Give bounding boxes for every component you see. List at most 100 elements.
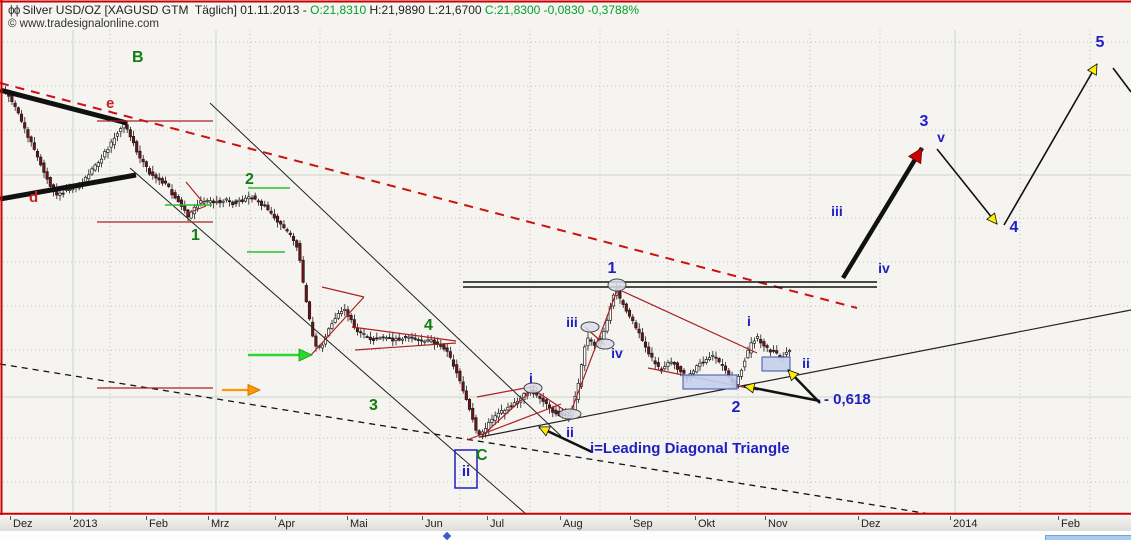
rising-support-line[interactable] <box>479 309 1131 438</box>
axis-label: Jul <box>490 518 505 530</box>
axis-label: 2014 <box>953 518 978 530</box>
toolbar-mini-icon[interactable] <box>442 531 452 540</box>
axis-label: 2013 <box>73 518 98 530</box>
axis-tick <box>950 516 951 520</box>
axis-label: Feb <box>149 518 168 530</box>
wave-label[interactable]: i <box>747 313 751 329</box>
pivot-ellipse-marker[interactable] <box>595 338 615 350</box>
axis-tick <box>146 516 147 520</box>
axis-label: Jun <box>425 518 443 530</box>
pivot-ellipse-marker[interactable] <box>558 408 582 420</box>
wave-label[interactable]: ii <box>566 424 574 440</box>
axis-tick <box>487 516 488 520</box>
wave-label[interactable]: iii <box>831 203 843 219</box>
bottom-strip <box>0 531 1131 540</box>
wave-label[interactable]: ii <box>802 355 810 371</box>
wave-label[interactable]: 3 <box>920 113 929 130</box>
axis-tick <box>70 516 71 520</box>
wave-label[interactable]: 3 <box>369 397 378 414</box>
wave-label[interactable]: 1 <box>191 227 200 244</box>
axis-label: Nov <box>768 518 788 530</box>
wave-label[interactable]: - 0,618 <box>824 391 871 408</box>
annotation-arrow[interactable] <box>743 384 821 403</box>
wave-label[interactable]: d <box>29 189 38 206</box>
arrowhead <box>787 369 800 382</box>
annotation-arrow[interactable] <box>1003 63 1098 226</box>
red-annotation-line[interactable] <box>354 342 457 351</box>
axis-label: Feb <box>1061 518 1080 530</box>
arrowhead <box>907 147 923 165</box>
arrowhead <box>298 348 313 362</box>
axis-label: Dez <box>13 518 33 530</box>
dashed-support-line[interactable] <box>0 363 931 515</box>
wave-label[interactable]: i=Leading Diagonal Triangle <box>590 440 790 457</box>
gridlines <box>3 30 1131 513</box>
wave-label[interactable]: iii <box>566 314 578 330</box>
axis-tick <box>208 516 209 520</box>
axis-label: Mrz <box>211 518 230 530</box>
arrowhead <box>1086 63 1098 76</box>
axis-tick <box>422 516 423 520</box>
support-zone-box[interactable] <box>761 356 791 372</box>
horizontal-scrollbar[interactable] <box>1045 535 1131 540</box>
red-annotation-line[interactable] <box>185 181 207 207</box>
axis-tick <box>765 516 766 520</box>
wave-label[interactable]: iv <box>878 260 890 276</box>
date-axis[interactable]: Dez 2013 Feb Mrz Apr Mai Jun Jul Aug Sep Okt Nov Dez… <box>0 515 1131 532</box>
axis-label: Okt <box>698 518 716 530</box>
arrowhead <box>247 383 261 397</box>
axis-label: Aug <box>563 518 583 530</box>
pivot-ellipse-marker[interactable] <box>607 278 627 292</box>
axis-tick <box>630 516 631 520</box>
plot-background <box>0 0 1131 515</box>
wave-label[interactable]: B <box>132 49 144 66</box>
wave-label[interactable]: ii <box>462 463 470 480</box>
down-channel-line[interactable] <box>129 167 527 515</box>
axis-label: Apr <box>278 518 296 530</box>
wave-label[interactable]: iv <box>611 345 623 361</box>
wave-label[interactable]: e <box>106 95 114 112</box>
arrowhead <box>986 212 998 225</box>
wave-label[interactable]: C <box>476 447 488 464</box>
red-annotation-line[interactable] <box>466 403 562 441</box>
axis-tick <box>560 516 561 520</box>
wave-label[interactable]: i <box>529 370 533 386</box>
wave-label[interactable]: 2 <box>732 399 741 416</box>
wave-ii-frame[interactable] <box>454 449 478 489</box>
wave-label[interactable]: 4 <box>1010 219 1019 236</box>
triangle-trendline[interactable] <box>0 87 128 126</box>
axis-tick <box>347 516 348 520</box>
annotation-arrow[interactable] <box>1112 67 1131 93</box>
axis-label: Sep <box>633 518 653 530</box>
red-annotation-line[interactable] <box>621 290 758 354</box>
pivot-ellipse-marker[interactable] <box>580 321 600 333</box>
axis-tick <box>10 516 11 520</box>
axis-tick <box>275 516 276 520</box>
down-channel-line[interactable] <box>209 102 562 437</box>
triangle-trendline[interactable] <box>0 172 137 202</box>
pivot-ellipse-marker[interactable] <box>523 382 543 394</box>
axis-label: Mai <box>350 518 368 530</box>
wave-label[interactable]: v <box>937 129 945 145</box>
annotation-arrow[interactable] <box>936 148 998 225</box>
red-annotation-line[interactable] <box>351 326 457 342</box>
red-annotation-line[interactable] <box>185 205 207 215</box>
axis-label: Dez <box>861 518 881 530</box>
arrowhead <box>743 382 756 394</box>
arrowhead <box>538 426 551 437</box>
red-annotation-line[interactable] <box>481 388 534 437</box>
support-zone-box[interactable] <box>682 374 738 390</box>
annotation-arrow[interactable] <box>841 146 924 280</box>
wave-label[interactable]: 1 <box>608 260 617 277</box>
wave-label[interactable]: 5 <box>1096 34 1105 51</box>
wave-label[interactable]: 4 <box>424 317 433 334</box>
red-annotation-line[interactable] <box>310 296 365 356</box>
wave-label[interactable]: 2 <box>245 171 254 188</box>
red-annotation-line[interactable] <box>321 286 365 298</box>
red-annotation-line[interactable] <box>569 287 619 415</box>
axis-tick <box>858 516 859 520</box>
